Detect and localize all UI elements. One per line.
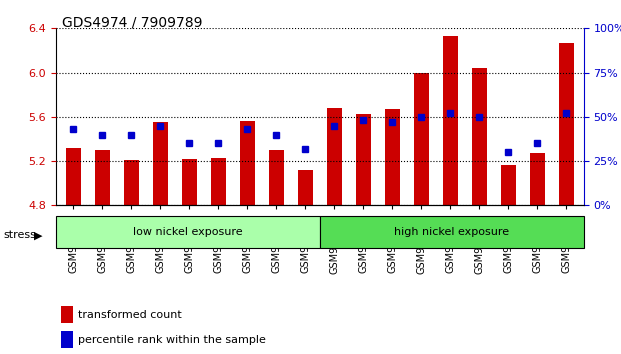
- Bar: [61, 331, 73, 348]
- Text: high nickel exposure: high nickel exposure: [394, 227, 509, 237]
- Bar: [472, 68, 487, 205]
- Bar: [211, 158, 225, 205]
- Bar: [298, 170, 312, 205]
- Bar: [559, 43, 574, 205]
- Bar: [530, 153, 545, 205]
- Bar: [124, 160, 138, 205]
- Bar: [66, 148, 81, 205]
- Bar: [501, 165, 515, 205]
- Text: low nickel exposure: low nickel exposure: [133, 227, 243, 237]
- Bar: [182, 159, 197, 205]
- Bar: [414, 73, 428, 205]
- FancyBboxPatch shape: [56, 216, 320, 248]
- Bar: [356, 114, 371, 205]
- Text: percentile rank within the sample: percentile rank within the sample: [78, 335, 266, 344]
- Text: GDS4974 / 7909789: GDS4974 / 7909789: [62, 16, 202, 30]
- Bar: [443, 36, 458, 205]
- Bar: [153, 122, 168, 205]
- Bar: [240, 121, 255, 205]
- Bar: [269, 150, 284, 205]
- FancyBboxPatch shape: [320, 216, 584, 248]
- Text: transformed count: transformed count: [78, 310, 182, 320]
- Text: stress: stress: [3, 230, 36, 240]
- Bar: [95, 150, 109, 205]
- Bar: [61, 306, 73, 323]
- Bar: [327, 108, 342, 205]
- Bar: [385, 109, 399, 205]
- Text: ▶: ▶: [34, 230, 42, 240]
